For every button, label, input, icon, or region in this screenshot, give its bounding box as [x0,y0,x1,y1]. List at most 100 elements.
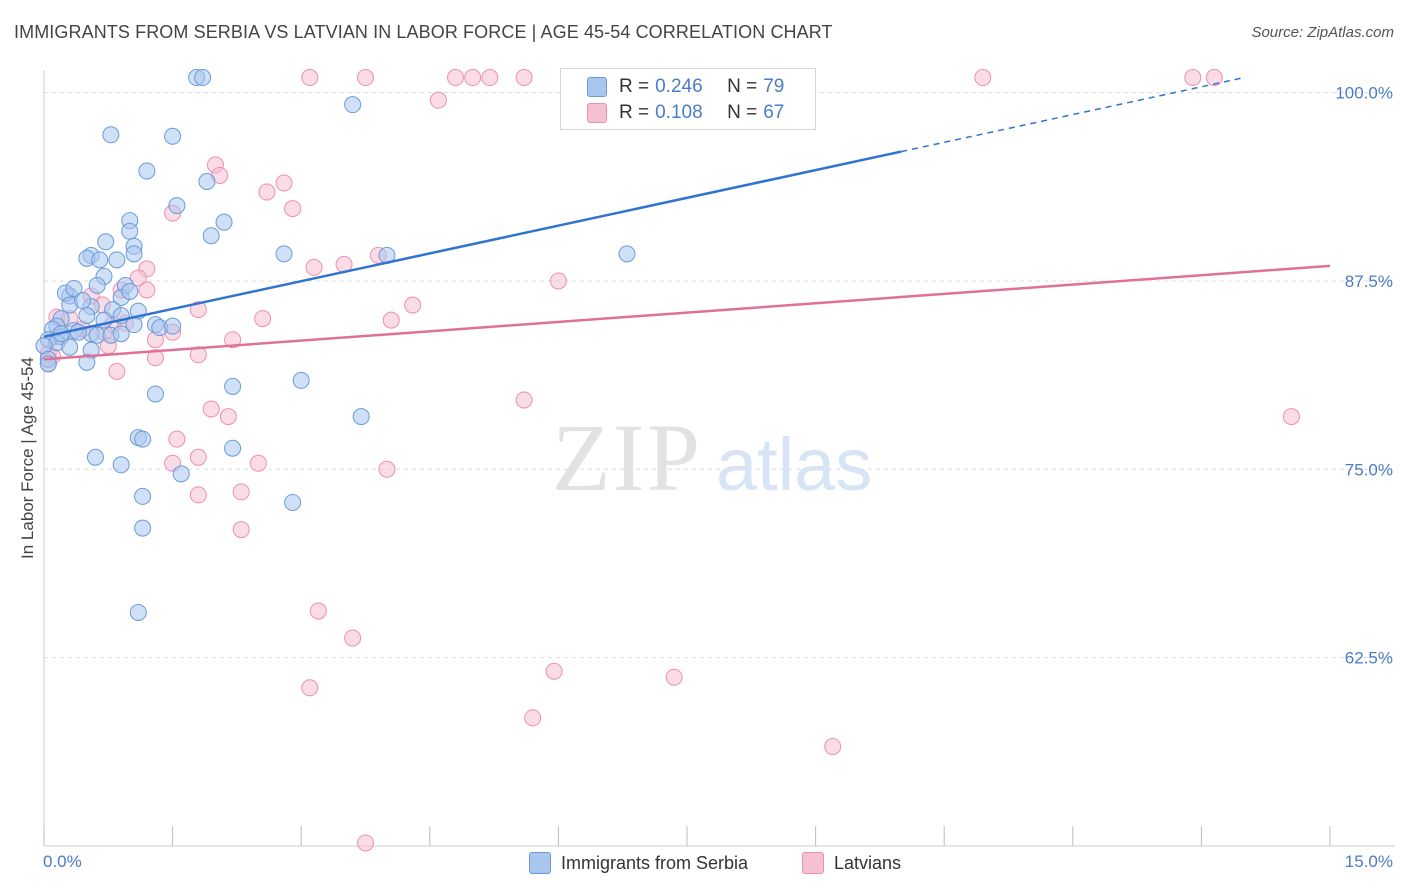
serbia-point [194,69,212,87]
latvian-point [146,349,164,367]
serbia-point [102,126,120,144]
latvian-point [357,69,374,87]
axes [43,70,1395,847]
latvian-point [254,310,272,328]
latvian-point [1205,69,1223,87]
serbia-point [134,430,152,448]
latvian-point [258,183,276,201]
latvian-point [219,408,237,426]
latvian-point [284,200,302,218]
serbia-trend-line [43,150,902,338]
source-credit: Source: ZipAtlas.com [1251,24,1394,41]
serbia-point [97,233,115,251]
serbia-point [65,279,83,297]
serbia-point [129,603,147,621]
serbia-point [78,353,96,371]
legend-n-value-serbia: 79 [763,76,785,97]
legend-r-label: R = [619,102,650,123]
latvian-point [189,301,207,319]
serbia-point [86,448,104,466]
latvian-point [974,69,992,87]
grid-lines [44,92,1395,659]
series-label-serbia: Immigrants from Serbia [561,852,749,873]
serbia-point [69,323,87,341]
chart-title: IMMIGRANTS FROM SERBIA VS LATVIAN IN LAB… [14,22,833,42]
latvian-point [464,69,482,87]
serbia-point [198,173,216,191]
serbia-point [164,317,182,335]
latvian-point [382,311,400,329]
y-tick-label: 62.5% [1345,649,1393,668]
legend-n-label: N = [727,76,758,97]
latvian-point [189,486,207,504]
latvian-point [275,174,293,192]
serbia-point [275,245,293,263]
serbia-point [121,282,139,300]
serbia-point [284,493,302,511]
latvian-point [524,709,542,727]
y-tick-label: 75.0% [1345,460,1393,479]
latvian-point [481,69,499,87]
watermark-atlas: atlas [716,423,872,506]
serbia-point [91,251,109,269]
latvian-point [305,258,323,276]
serbia-point [292,371,310,389]
legend-swatch-serbia [587,77,607,97]
legend-n-value-latvians: 67 [763,102,785,123]
latvian-point [189,346,207,364]
serbia-point [352,408,370,426]
latvian-point [232,483,250,501]
serbia-point [112,456,130,474]
legend-row-latvians: R = 0.108 N = 67 [587,102,784,124]
serbia-point [134,519,152,537]
latvian-point [1282,408,1300,426]
y-tick-labels: 62.5% 75.0% 87.5% 100.0% [1335,84,1393,668]
series-legend-latvians[interactable]: Latvians [802,852,901,874]
watermark: ZIP atlas [552,404,872,511]
serbia-point [138,162,156,180]
serbia-point [202,227,220,245]
series-swatch-serbia [529,852,551,874]
legend-r-value-serbia: 0.246 [655,76,703,97]
legend-n-label: N = [727,102,758,123]
latvian-point [232,521,250,539]
latvian-point [549,272,567,290]
y-tick-label: 87.5% [1345,272,1393,291]
serbia-point [168,197,186,215]
serbia-point [215,213,233,231]
x-tick-label-min: 0.0% [43,852,82,871]
latvian-point [447,69,465,87]
latvian-point [129,269,147,287]
serbia-point [121,222,139,240]
serbia-point [112,325,130,343]
latvian-point [138,281,156,299]
serbia-point [164,127,182,145]
latvian-point [378,460,396,478]
serbia-point [134,487,152,505]
serbia-point [172,465,190,483]
legend-swatch-latvians [587,103,607,123]
latvian-point [344,629,362,647]
serbia-point [88,276,106,294]
serbia-point [344,96,362,114]
latvian-trend-line [43,264,1331,361]
legend-r-label: R = [619,76,650,97]
latvian-point [515,391,533,409]
latvian-point [249,454,267,472]
trend-lines [43,76,1331,361]
latvian-point [404,296,422,314]
latvian-point [1184,69,1202,87]
latvian-point [545,662,563,680]
series-legend-serbia[interactable]: Immigrants from Serbia [529,852,748,874]
serbia-point [224,377,242,395]
serbia-point [146,385,164,403]
serbia-point [78,307,96,325]
latvian-point [515,69,533,87]
latvian-point [168,430,186,448]
y-tick-label: 100.0% [1335,84,1393,103]
latvian-point [309,602,327,620]
latvian-point [665,668,683,686]
serbia-point [224,439,242,457]
serbia-point [108,251,126,269]
